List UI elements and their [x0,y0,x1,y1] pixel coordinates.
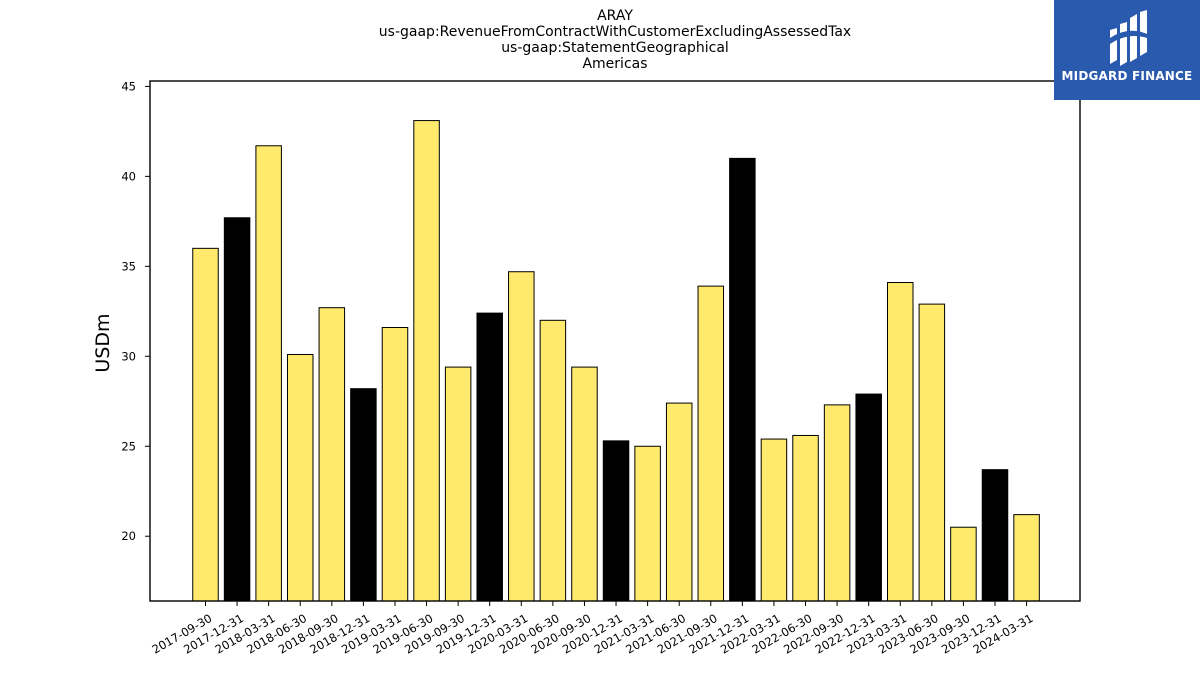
y-tick-label: 35 [121,259,136,273]
midgard-finance-logo: MIDGARD FINANCE [1054,0,1200,100]
bars [192,120,1040,602]
plot-frame [149,80,1081,602]
bar-2021-06-30 [665,402,693,602]
bar-2020-06-30 [539,319,567,602]
bar-2017-12-31 [223,217,251,602]
bar-2020-09-30 [571,366,598,602]
bar-2021-12-31 [729,157,756,602]
x-axis: 2017-09-302017-12-312018-03-312018-06-30… [150,601,1035,657]
title-line-4: Americas [582,56,647,72]
bar-2018-09-30 [318,307,346,602]
bar-2023-03-31 [887,282,914,602]
bar-2022-09-30 [823,404,851,602]
bar-2023-12-31 [981,469,1009,602]
y-tick-label: 45 [121,79,136,93]
bar-2024-03-31 [1013,514,1040,602]
y-tick-label: 40 [121,169,136,183]
bar-2022-12-31 [855,393,882,602]
bar-2023-09-30 [950,526,977,602]
bar-2019-03-31 [381,327,409,602]
y-tick-label: 25 [121,439,136,453]
title-line-2: us-gaap:RevenueFromContractWithCustomerE… [379,24,851,40]
bar-2021-09-30 [697,285,725,602]
bar-2019-12-31 [476,312,503,602]
bar-2017-09-30 [192,247,219,602]
bar-2018-03-31 [255,145,282,602]
title-line-1: ARAY [597,8,633,24]
chart-title: ARAY us-gaap:RevenueFromContractWithCust… [379,8,851,72]
y-axis: 20 25 30 35 40 45 [121,79,150,543]
midgard-logo-icon [1110,10,1147,66]
bar-2023-06-30 [918,303,946,602]
logo-name: MIDGARD FINANCE [1061,69,1193,83]
bar-2020-03-31 [508,271,535,602]
bar-2018-06-30 [286,353,314,602]
y-axis-label: USDm [92,313,114,372]
y-tick-label: 30 [121,349,136,363]
bar-2018-12-31 [350,388,377,602]
bar-2019-09-30 [444,366,472,602]
bar-2022-03-31 [760,438,788,602]
title-line-3: us-gaap:StatementGeographical [501,40,729,56]
bar-2019-06-30 [413,120,440,602]
bar-2022-06-30 [792,434,819,602]
bar-2020-12-31 [602,440,630,602]
bar-2021-03-31 [634,445,661,602]
y-tick-label: 20 [121,529,136,543]
